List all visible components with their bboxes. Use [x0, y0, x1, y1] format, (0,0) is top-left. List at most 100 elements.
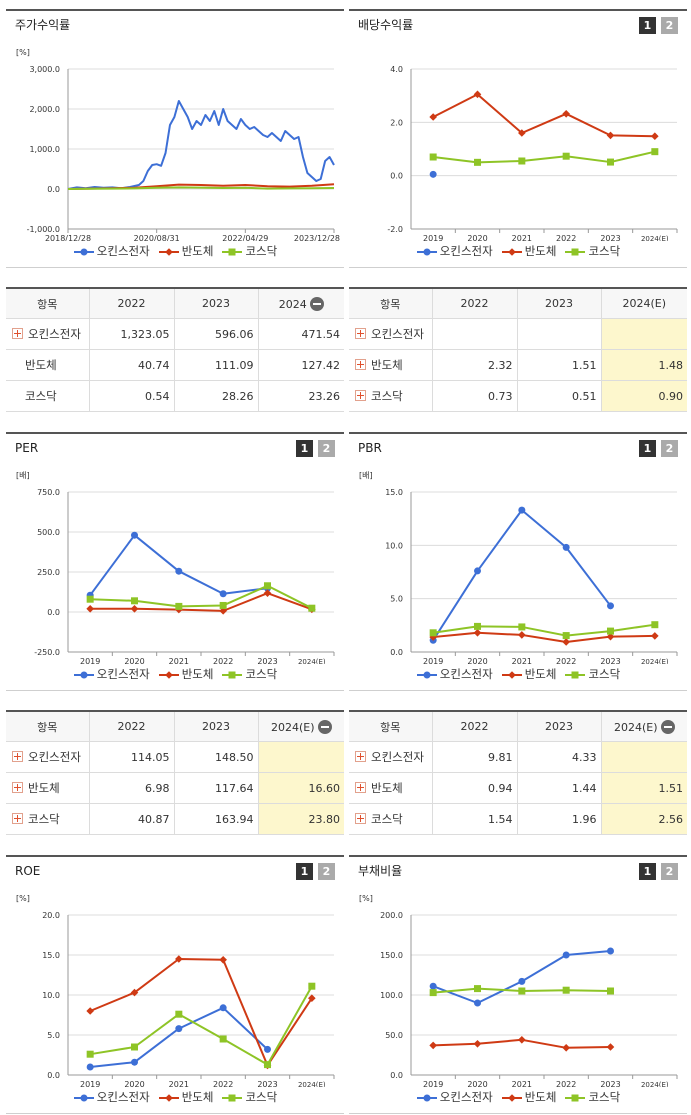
panel-title: ROE	[15, 864, 41, 878]
tab-1[interactable]: 1	[639, 17, 656, 34]
y-tick-label: 50.0	[385, 1031, 403, 1040]
expand-plus-icon[interactable]	[12, 751, 23, 762]
chart-pbr: [배] 15.0 10.0 5.0 0.0 2019 2020 2021 2022 2023 202…	[359, 471, 678, 664]
y-tick-label: 0.0	[390, 172, 403, 181]
table-row: 오킨스전자	[349, 318, 687, 350]
y-tick-label: 10.0	[42, 991, 60, 1000]
y-tick-label: 150.0	[380, 951, 403, 960]
collapse-minus-icon[interactable]	[660, 719, 675, 734]
row-name-cell[interactable]: 오킨스전자	[349, 318, 433, 350]
row-name-cell[interactable]: 오킨스전자	[6, 741, 90, 773]
y-tick-label: 5.0	[390, 595, 403, 604]
value-cell: 148.50	[173, 741, 259, 773]
expand-plus-icon[interactable]	[355, 813, 366, 824]
expand-plus-icon[interactable]	[355, 390, 366, 401]
y-tick-label: 0.0	[47, 608, 60, 617]
tab-1[interactable]: 1	[296, 863, 313, 880]
row-name-cell[interactable]: 오킨스전자	[349, 741, 433, 773]
y-tick-label: 5.0	[47, 1031, 60, 1040]
expand-plus-icon[interactable]	[12, 328, 23, 339]
expand-plus-icon[interactable]	[355, 751, 366, 762]
data-point	[473, 90, 482, 99]
legend-swatch-marker	[507, 1093, 516, 1102]
row-name-cell[interactable]: 반도체	[6, 772, 90, 804]
value-cell: 114.05	[88, 741, 175, 773]
data-point	[474, 999, 481, 1007]
series-3	[67, 186, 335, 190]
expand-plus-icon[interactable]	[355, 782, 366, 793]
legend-item: 오킨스전자	[73, 1089, 150, 1105]
expand-plus-icon[interactable]	[12, 782, 23, 793]
tab-2[interactable]: 2	[318, 863, 335, 880]
row-name-cell[interactable]: 코스닥	[349, 380, 433, 412]
series-1	[429, 170, 437, 178]
row-name-cell[interactable]: 오킨스전자	[6, 318, 90, 350]
series-1	[429, 947, 614, 1007]
x-tick-label: 2023	[600, 1080, 620, 1087]
legend-swatch-marker	[228, 671, 236, 678]
table-row: 코스닥 0.54 28.26 23.26	[6, 380, 344, 412]
value-cell	[431, 318, 518, 350]
legend-item: 코스닥	[564, 666, 620, 682]
legend-item: 반도체	[501, 666, 556, 682]
tab-1[interactable]: 1	[296, 440, 313, 457]
legend-item: 반도체	[158, 666, 213, 682]
value-cell: 111.09	[173, 349, 259, 381]
legend-label: 오킨스전자	[439, 244, 493, 258]
column-header: 2022	[431, 288, 518, 319]
expand-plus-icon[interactable]	[12, 813, 23, 824]
data-point	[562, 543, 570, 551]
legend-item: 반도체	[158, 243, 213, 259]
tab-2[interactable]: 2	[661, 17, 678, 34]
expand-plus-icon[interactable]	[355, 328, 366, 339]
series-line	[90, 584, 313, 610]
data-point	[86, 605, 94, 613]
value-cell: 0.94	[431, 772, 518, 804]
data-point	[86, 595, 94, 603]
row-name-cell[interactable]: 반도체	[349, 349, 433, 381]
value-cell: 163.94	[173, 803, 259, 835]
legend-swatch-marker	[423, 1094, 431, 1101]
x-tick-label: 2021	[512, 657, 532, 664]
x-tick-label: 2022	[213, 657, 233, 664]
table-header-row: 항목 2022 2023 2024(E)	[349, 288, 687, 319]
value-cell: 117.64	[173, 772, 259, 804]
data-point	[175, 1025, 183, 1033]
data-point	[429, 113, 437, 121]
series-line	[90, 592, 313, 612]
legend-item: 코스닥	[564, 1089, 620, 1105]
data-point	[607, 158, 614, 166]
column-header: 2023	[173, 711, 259, 742]
tab-1[interactable]: 1	[639, 863, 656, 880]
row-name-cell[interactable]: 코스닥	[349, 803, 433, 835]
collapse-minus-icon[interactable]	[309, 296, 324, 311]
value-cell: 6.98	[88, 772, 175, 804]
tab-2[interactable]: 2	[318, 440, 335, 457]
x-tick-label: 2023	[600, 234, 620, 241]
collapse-minus-icon[interactable]	[317, 719, 332, 734]
legend-label: 오킨스전자	[96, 1090, 150, 1104]
data-point	[474, 622, 481, 630]
data-point	[474, 567, 481, 575]
row-name-cell[interactable]: 반도체	[349, 772, 433, 804]
legend-swatch-icon	[501, 247, 522, 256]
tab-2[interactable]: 2	[661, 863, 678, 880]
value-cell	[600, 741, 687, 773]
unit-label: [%]	[359, 894, 373, 903]
legend-label: 오킨스전자	[96, 244, 150, 258]
series-2	[429, 629, 659, 646]
legend-item: 반도체	[501, 1089, 556, 1105]
data-point	[219, 1004, 227, 1012]
value-cell: 1,323.05	[88, 318, 175, 350]
panel-title: PER	[15, 441, 39, 455]
chart-panel-roe: ROE 1 2 [%] 20.0 15.0 10.0 5.0 0.0 2019 2020 202…	[6, 855, 344, 1114]
legend-swatch-icon	[565, 248, 586, 255]
data-point	[219, 601, 227, 609]
tab-2[interactable]: 2	[661, 440, 678, 457]
legend-swatch-icon	[222, 671, 243, 678]
value-cell	[516, 318, 602, 350]
value-cell: 40.74	[88, 349, 175, 381]
row-name-cell[interactable]: 코스닥	[6, 803, 90, 835]
expand-plus-icon[interactable]	[355, 359, 366, 370]
tab-1[interactable]: 1	[639, 440, 656, 457]
